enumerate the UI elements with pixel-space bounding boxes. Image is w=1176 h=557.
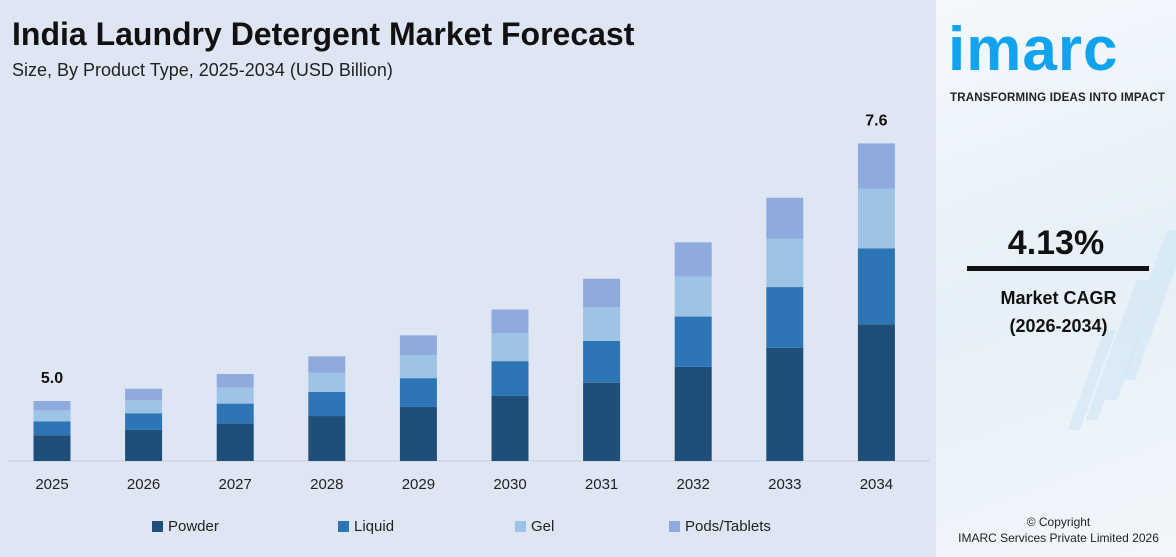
bar-segment-pods-tablets-2026 <box>125 388 163 401</box>
bar-segment-pods-tablets-2028 <box>308 356 346 373</box>
bar-segment-liquid-2030 <box>491 361 529 396</box>
bar-segment-gel-2028 <box>308 372 346 393</box>
cagr-label: Market CAGR (2026-2034) <box>936 284 1176 340</box>
x-tick-label: 2030 <box>493 476 526 493</box>
bar-segment-pods-tablets-2031 <box>583 278 621 308</box>
bar-segment-liquid-2031 <box>583 340 621 383</box>
copyright-text: © Copyright <box>1026 515 1091 529</box>
legend-swatch <box>515 521 526 532</box>
tagline: TRANSFORMING IDEAS INTO IMPACT <box>950 92 1166 104</box>
x-tick-label: 2025 <box>35 476 68 493</box>
bar-segment-gel-2026 <box>125 400 163 414</box>
bar-segment-powder-2033 <box>766 347 804 461</box>
x-tick-label: 2029 <box>402 476 435 493</box>
bar-segment-powder-2034 <box>857 324 895 461</box>
bar-segment-powder-2027 <box>216 423 254 461</box>
bar-segment-powder-2025 <box>33 435 71 461</box>
bar-segment-gel-2029 <box>399 354 437 379</box>
legend-item: Gel <box>515 518 554 535</box>
copyright-company: IMARC Services Private Limited 2026 <box>958 531 1159 545</box>
total-label: 7.6 <box>865 112 887 129</box>
legend-label: Powder <box>168 518 219 535</box>
legend-swatch <box>669 521 680 532</box>
cagr-period: (2026-2034) <box>1009 316 1108 336</box>
bar-segment-gel-2027 <box>216 387 254 404</box>
x-tick-label: 2033 <box>768 476 801 493</box>
x-tick-label: 2027 <box>219 476 252 493</box>
bar-segment-pods-tablets-2025 <box>33 401 71 411</box>
cagr-value: 4.13% <box>1007 224 1105 262</box>
legend-swatch <box>338 521 349 532</box>
bar-segment-liquid-2034 <box>857 248 895 325</box>
bar-segment-liquid-2032 <box>674 316 712 367</box>
bar-segment-pods-tablets-2034 <box>857 143 895 189</box>
bar-segment-gel-2033 <box>766 238 804 288</box>
bar-segment-liquid-2026 <box>125 413 163 430</box>
bar-segment-gel-2034 <box>857 188 895 249</box>
x-tick-label: 2028 <box>310 476 343 493</box>
bar-segment-powder-2029 <box>399 406 437 461</box>
bar-segment-gel-2030 <box>491 333 529 362</box>
bar-segment-liquid-2025 <box>33 421 71 436</box>
legend-label: Liquid <box>354 518 395 535</box>
copyright: © Copyright IMARC Services Private Limit… <box>936 514 1176 546</box>
cagr-label-text: Market CAGR <box>1000 288 1117 308</box>
bar-segment-liquid-2027 <box>216 403 254 424</box>
bar-segment-powder-2030 <box>491 395 529 461</box>
imarc-logo: imarc <box>948 15 1119 84</box>
legend-label: Gel <box>531 518 555 535</box>
sidebar-panel: imarc TRANSFORMING IDEAS INTO IMPACT 4.1… <box>936 0 1176 557</box>
legend-item: Liquid <box>338 518 394 535</box>
total-label: 5.0 <box>41 370 63 387</box>
legend: Powder Liquid Gel Pods/Tablets <box>0 518 936 542</box>
bar-segment-pods-tablets-2029 <box>399 335 437 355</box>
chart-title: India Laundry Detergent Market Forecast <box>12 16 635 52</box>
bar-segment-gel-2031 <box>583 307 621 341</box>
chart-subtitle: Size, By Product Type, 2025-2034 (USD Bi… <box>12 60 393 80</box>
bar-segment-pods-tablets-2027 <box>216 373 254 388</box>
bar-segment-powder-2031 <box>583 382 621 461</box>
bar-segment-powder-2026 <box>125 429 163 461</box>
bar-segment-liquid-2029 <box>399 378 437 407</box>
bar-segment-powder-2032 <box>674 366 712 461</box>
bar-segment-liquid-2033 <box>766 287 804 348</box>
bar-segment-pods-tablets-2030 <box>491 309 529 334</box>
x-tick-label: 2034 <box>860 476 893 493</box>
legend-label: Pods/Tablets <box>685 518 771 535</box>
legend-item: Pods/Tablets <box>669 518 771 535</box>
bar-segment-gel-2025 <box>33 410 71 422</box>
divider <box>967 266 1149 271</box>
bar-segment-powder-2028 <box>308 416 346 461</box>
legend-swatch <box>152 521 163 532</box>
x-tick-label: 2032 <box>677 476 710 493</box>
bar-segment-liquid-2028 <box>308 392 346 417</box>
x-tick-label: 2031 <box>585 476 618 493</box>
x-tick-label: 2026 <box>127 476 160 493</box>
bar-segment-pods-tablets-2033 <box>766 197 804 239</box>
stacked-bar-chart: 2025 5.0 2026 2027 2028 2029 2030 2031 2032 2033 2… <box>8 112 930 493</box>
bar-segment-gel-2032 <box>674 276 712 317</box>
legend-item: Powder <box>152 518 219 535</box>
bar-segment-pods-tablets-2032 <box>674 242 712 277</box>
